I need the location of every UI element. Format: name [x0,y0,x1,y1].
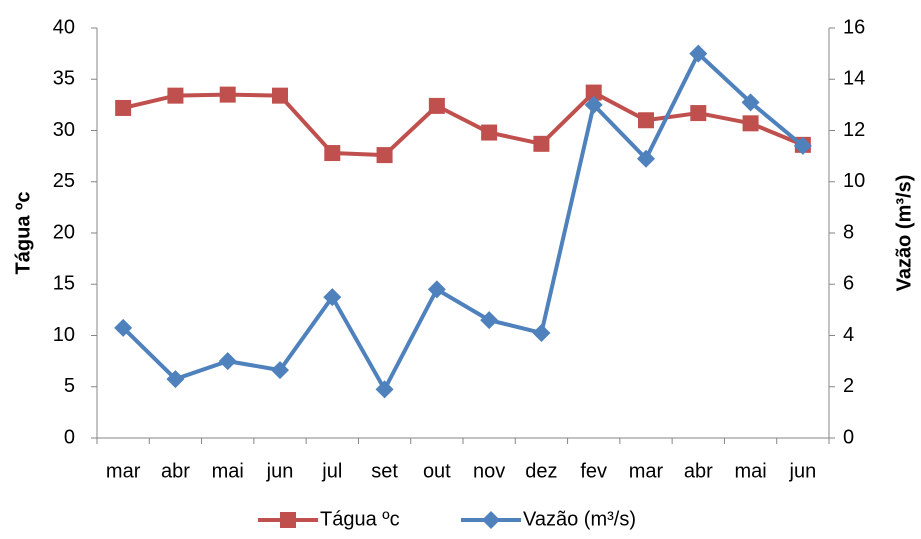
data-point [638,112,654,129]
data-point [324,145,341,162]
y-tick-label: 30 [53,119,75,141]
y2-tick-label: 6 [843,273,854,295]
y2-tick-label: 14 [843,68,865,90]
x-tick-label: set [371,460,398,482]
x-tick-label: mai [212,460,244,482]
data-point [584,95,603,114]
data-point [375,380,394,399]
y-tick-label: 35 [53,68,75,90]
legend-label: Vazão (m³/s) [523,508,636,530]
x-tick-label: nov [473,460,505,482]
data-point [167,87,184,104]
data-point [689,44,708,63]
data-point [272,87,288,104]
data-point [428,97,445,114]
data-point [115,99,132,116]
data-point [480,311,499,330]
legend-marker [280,512,296,528]
x-tick-label: jun [266,460,294,482]
y2-tick-label: 10 [843,170,865,192]
x-tick-label: abr [161,460,190,482]
data-point [376,147,393,164]
x-tick-label: fev [580,460,607,482]
data-point [218,352,237,371]
data-point [323,288,342,307]
data-point [585,84,602,101]
data-point [114,318,133,337]
data-point [219,86,236,103]
data-point [533,135,550,152]
y-tick-label: 10 [53,324,75,346]
y2-tick-label: 16 [843,16,865,38]
data-point [637,149,655,168]
y-tick-label: 40 [53,16,75,38]
series-line [121,51,805,392]
y-tick-label: 15 [53,273,75,295]
x-tick-label: out [423,460,451,482]
data-point [742,115,759,132]
data-point [271,361,289,380]
y2-axis-title: Vazão (m³/s) [893,175,915,292]
legend-marker [482,511,500,529]
series-line [122,90,804,158]
data-point [166,370,185,389]
y2-tick-label: 12 [843,119,865,141]
y2-tick-label: 2 [843,375,854,397]
data-point [481,124,498,141]
y-axis-title: Tágua ºc [12,192,34,275]
y-tick-label: 5 [64,375,75,397]
x-tick-label: mar [106,460,141,482]
y-tick-label: 20 [53,221,75,243]
y-tick-label: 25 [53,170,75,192]
y2-tick-label: 4 [843,324,854,346]
x-tick-label: dez [525,460,557,482]
x-tick-label: abr [684,460,713,482]
data-point [690,105,707,122]
data-point [741,93,760,112]
y2-tick-label: 0 [843,426,854,448]
y2-tick-label: 8 [843,221,854,243]
legend-label: Tágua ºc [320,508,400,530]
x-tick-label: jul [321,460,342,482]
data-point [532,323,551,342]
x-tick-label: mar [629,460,664,482]
x-tick-label: mai [734,460,766,482]
data-point [427,280,446,299]
x-tick-label: jun [789,460,817,482]
data-point [793,136,812,155]
y-tick-label: 0 [64,426,75,448]
